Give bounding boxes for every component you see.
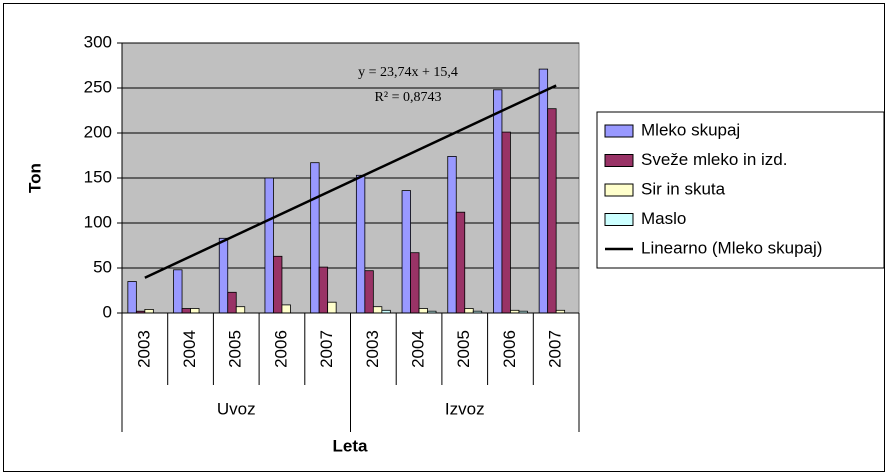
bar [173, 269, 183, 314]
x-tick-label: 2005 [226, 330, 245, 368]
legend-label: Sveže mleko in izd. [641, 150, 787, 169]
legend-swatch [604, 183, 634, 197]
x-tick-label: 2003 [134, 330, 153, 368]
bar [281, 304, 291, 314]
legend-label: Maslo [641, 209, 686, 228]
bar [144, 308, 154, 314]
trend-equation: y = 23,74x + 15,4 [358, 65, 458, 80]
bar [190, 308, 200, 314]
legend-box [596, 111, 885, 269]
bar [364, 270, 374, 314]
bar [318, 266, 329, 314]
y-axis-label: Ton [25, 163, 44, 193]
x-tick-label: 2004 [180, 330, 199, 368]
x-axis-label: Leta [333, 436, 369, 455]
x-tick-label: 2007 [317, 330, 336, 368]
x-tick-label: 2007 [546, 330, 565, 368]
x-tick-label: 2003 [363, 330, 382, 368]
legend-swatch [604, 154, 634, 167]
bar [235, 306, 246, 314]
legend-swatch [604, 213, 634, 226]
y-tick-label: 150 [84, 167, 112, 186]
x-tick-label: 2005 [454, 330, 473, 368]
bar [464, 308, 474, 314]
bar [455, 211, 466, 314]
bar [410, 252, 420, 314]
bar [218, 237, 229, 314]
x-tick-label: 2006 [500, 330, 519, 368]
legend-label: Sir in skuta [641, 179, 726, 198]
bar [264, 177, 274, 314]
bar [447, 155, 457, 314]
legend-label: Linearno (Mleko skupaj) [641, 238, 822, 257]
y-tick-label: 300 [84, 32, 112, 51]
bar [372, 306, 383, 314]
y-tick-label: 200 [84, 122, 112, 141]
legend-label: Mleko skupaj [641, 120, 740, 139]
group-label: Uvoz [217, 399, 256, 418]
bar [327, 301, 337, 314]
x-tick-label: 2004 [409, 330, 428, 368]
bar [493, 89, 503, 314]
y-tick-label: 100 [84, 212, 112, 231]
bar [181, 308, 191, 314]
trendline [144, 84, 557, 279]
group-label: Izvoz [445, 399, 485, 418]
bar [401, 190, 411, 314]
bar [547, 108, 557, 314]
bar [418, 308, 428, 314]
bar [538, 68, 549, 314]
x-tick-label: 2006 [271, 330, 290, 368]
bar [501, 131, 511, 314]
bar [273, 255, 283, 314]
y-tick-label: 50 [93, 257, 112, 276]
y-tick-label: 250 [84, 77, 112, 96]
y-tick-label: 0 [103, 302, 112, 321]
bar [355, 174, 366, 314]
trend-r2: R² = 0,8743 [375, 90, 442, 105]
legend-swatch [604, 124, 634, 138]
bar [310, 162, 320, 314]
bar [227, 291, 237, 314]
bar [127, 281, 137, 314]
